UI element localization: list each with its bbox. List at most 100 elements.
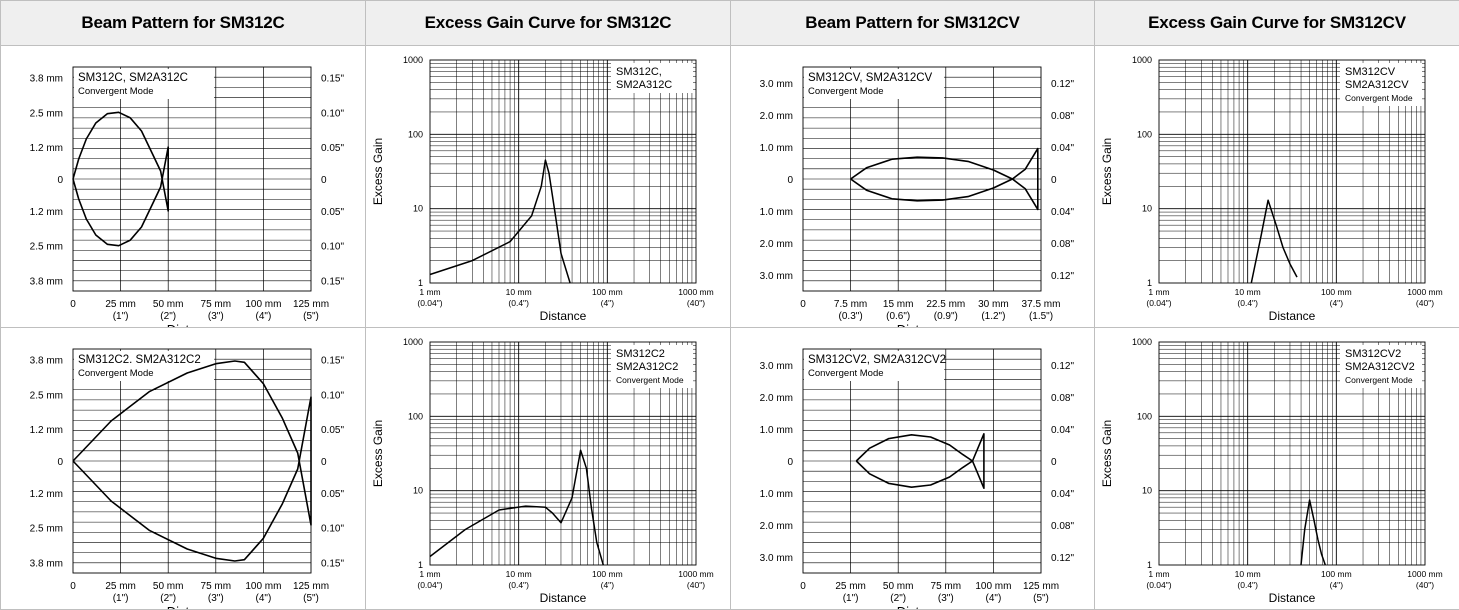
y-tick-label: 10: [1142, 486, 1152, 496]
x-tick-label: 1000 mm: [1407, 569, 1442, 579]
y2-tick-label: 0: [1051, 175, 1057, 186]
y2-tick-label: 0.12": [1051, 271, 1074, 282]
y-tick-label: 2.0 mm: [760, 521, 793, 532]
y-tick-label: 2.5 mm: [30, 242, 63, 253]
y-tick-label: 1.2 mm: [30, 207, 63, 218]
excess-gain-curve: [1301, 500, 1325, 565]
x-tick-label-inch: (5"): [303, 311, 319, 322]
x-tick-label-inch: (5"): [1033, 593, 1049, 604]
y2-tick-label: 0: [321, 457, 327, 468]
x-tick-label: 1 mm: [1148, 287, 1169, 297]
y2-tick-label: 0.04": [1051, 489, 1074, 500]
x-tick-label: 50 mm: [883, 581, 914, 592]
x-axis-label: Distance: [540, 591, 587, 605]
legend-text: Convergent Mode: [808, 368, 884, 379]
y-tick-label: 10: [413, 204, 423, 214]
y2-tick-label: 0.12": [1051, 361, 1074, 372]
y-tick-label: 1.0 mm: [760, 425, 793, 436]
legend-text: Convergent Mode: [1345, 375, 1413, 385]
x-tick-label: 125 mm: [293, 581, 329, 592]
column-header: Beam Pattern for SM312C: [1, 1, 366, 46]
y-tick-label: 0: [57, 457, 63, 468]
y2-tick-label: 0.08": [1051, 393, 1074, 404]
plot-frame: [430, 60, 696, 283]
x-tick-label-inch: (40"): [1416, 298, 1434, 308]
x-axis-label: Distance: [540, 309, 587, 323]
y2-tick-label: 0.05": [321, 489, 344, 500]
x-tick-label: 100 mm: [592, 287, 623, 297]
y-tick-label: 1000: [1132, 337, 1152, 347]
x-tick-label-inch: (1"): [113, 311, 129, 322]
y-axis-label: Excess Gain: [371, 420, 385, 487]
column-header: Beam Pattern for SM312CV: [731, 1, 1095, 46]
x-tick-label-inch: (2"): [890, 593, 906, 604]
x-tick-label-inch: (3"): [208, 311, 224, 322]
y-tick-label: 2.5 mm: [30, 524, 63, 535]
x-tick-label-inch: (0.3"): [839, 311, 863, 322]
x-tick-label: 125 mm: [293, 299, 329, 310]
x-tick-label-inch: (0.6"): [886, 311, 910, 322]
y2-tick-label: 0.05": [321, 143, 344, 154]
x-tick-label: 100 mm: [245, 581, 281, 592]
x-tick-label: 30 mm: [978, 299, 1009, 310]
x-tick-label: 0: [800, 299, 806, 310]
x-tick-label-inch: (5"): [303, 593, 319, 604]
x-tick-label: 100 mm: [975, 581, 1011, 592]
x-axis-label: Distance: [167, 322, 218, 327]
y-tick-label: 2.5 mm: [30, 108, 63, 119]
y2-tick-label: 0.15": [321, 74, 344, 85]
y-tick-label: 10: [1142, 204, 1152, 214]
y-axis-label: Excess Gain: [1100, 138, 1114, 205]
x-tick-label: 10 mm: [1235, 569, 1261, 579]
x-tick-label-inch: (1"): [843, 593, 859, 604]
y-tick-label: 1000: [403, 337, 423, 347]
y-tick-label: 10: [413, 486, 423, 496]
x-tick-label: 100 mm: [1321, 569, 1352, 579]
legend-text: SM312C2: [616, 348, 665, 360]
x-tick-label: 100 mm: [1321, 287, 1352, 297]
x-tick-label: 0: [800, 581, 806, 592]
x-tick-label-inch: (3"): [208, 593, 224, 604]
x-tick-label: 125 mm: [1023, 581, 1059, 592]
x-tick-label-inch: (4"): [1330, 298, 1344, 308]
x-tick-label-inch: (4"): [256, 593, 272, 604]
x-tick-label-inch: (0.4"): [508, 298, 529, 308]
y-axis-label: Excess Gain: [371, 138, 385, 205]
x-tick-label-inch: (4"): [601, 298, 615, 308]
x-tick-label: 37.5 mm: [1022, 299, 1061, 310]
x-tick-label-inch: (0.4"): [508, 580, 529, 590]
x-tick-label-inch: (0.4"): [1237, 298, 1258, 308]
x-tick-label: 100 mm: [245, 299, 281, 310]
y2-tick-label: 0.05": [321, 425, 344, 436]
x-tick-label-inch: (40"): [687, 580, 705, 590]
legend-text: Convergent Mode: [1345, 93, 1413, 103]
x-tick-label: 1 mm: [1148, 569, 1169, 579]
y-tick-label: 100: [408, 129, 423, 139]
legend-text: SM2A312C2: [616, 361, 678, 373]
y-tick-label: 1.0 mm: [760, 489, 793, 500]
x-tick-label-inch: (3"): [938, 593, 954, 604]
y-tick-label: 2.0 mm: [760, 239, 793, 250]
y-tick-label: 3.8 mm: [30, 74, 63, 85]
x-tick-label: 75 mm: [931, 581, 962, 592]
y2-tick-label: 0.04": [1051, 143, 1074, 154]
y2-tick-label: 0.04": [1051, 207, 1074, 218]
y2-tick-label: 0.10": [321, 108, 344, 119]
x-tick-label-inch: (0.04"): [1146, 580, 1171, 590]
x-tick-label-inch: (1.5"): [1029, 311, 1053, 322]
x-tick-label-inch: (40"): [687, 298, 705, 308]
legend-text: SM312CV: [1345, 66, 1396, 78]
column-header: Excess Gain Curve for SM312CV: [1095, 1, 1459, 46]
y-tick-label: 3.8 mm: [30, 276, 63, 287]
y-tick-label: 2.0 mm: [760, 111, 793, 122]
y2-tick-label: 0.12": [1051, 79, 1074, 90]
legend-text: Convergent Mode: [808, 86, 884, 97]
